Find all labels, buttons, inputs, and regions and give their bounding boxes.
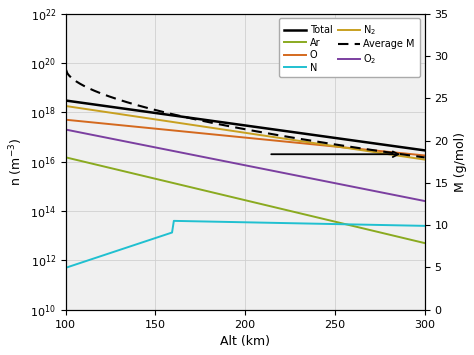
Y-axis label: M (g/mol): M (g/mol)	[454, 132, 467, 192]
X-axis label: Alt (km): Alt (km)	[220, 335, 270, 348]
Legend: Total, Ar, O, N, N$_2$, Average M, O$_2$: Total, Ar, O, N, N$_2$, Average M, O$_2$	[280, 18, 420, 77]
Y-axis label: n (m$^{-3}$): n (m$^{-3}$)	[7, 138, 25, 186]
